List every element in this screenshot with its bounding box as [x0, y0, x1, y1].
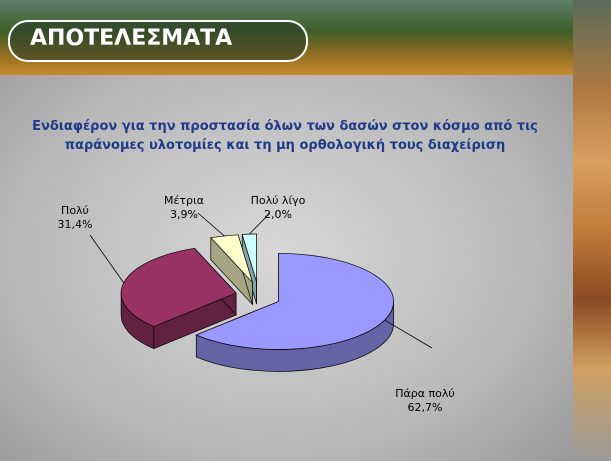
slide-heading: ΑΠΟΤΕΛΕΣΜΑΤΑ: [30, 26, 233, 51]
heading-pill: [8, 20, 308, 62]
leader-line: [384, 319, 433, 349]
data-label-value: 3,9%: [170, 208, 198, 221]
leader-line: [197, 212, 225, 237]
image-strip: [573, 0, 611, 461]
data-label-value: 31,4%: [58, 218, 93, 231]
data-label-name: Μέτρια: [164, 194, 204, 207]
data-label-name: Πολύ: [61, 204, 89, 217]
data-label-name: Πολύ λίγο: [251, 194, 306, 207]
leader-line: [249, 212, 271, 235]
leader-line: [89, 234, 125, 284]
pie-slice: [195, 253, 394, 350]
data-label-value: 62,7%: [408, 401, 443, 414]
data-label-value: 2,0%: [264, 208, 292, 221]
data-label-name: Πάρα πολύ: [395, 387, 454, 400]
chart-title: Ενδιαφέρον για την προστασία όλων των δα…: [32, 119, 538, 153]
